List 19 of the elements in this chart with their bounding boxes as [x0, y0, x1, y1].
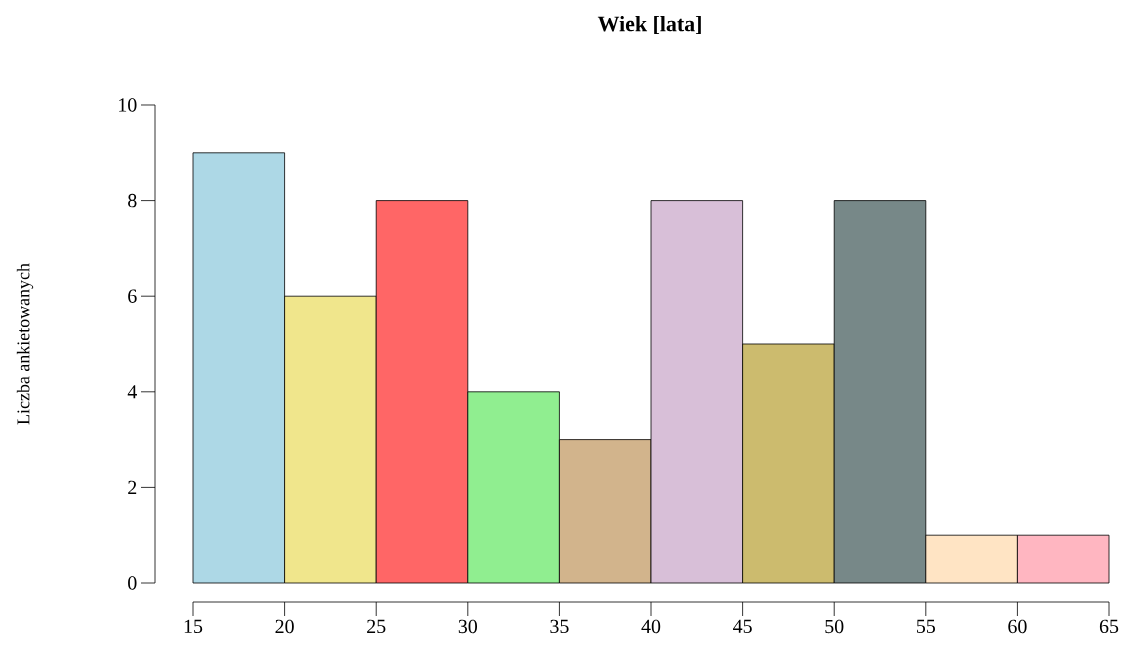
x-tick-label: 50 — [825, 619, 844, 634]
y-tick-label: 2 — [128, 480, 137, 494]
x-tick-label: 45 — [733, 619, 752, 634]
x-tick-label: 15 — [184, 619, 203, 634]
x-tick-label: 25 — [367, 619, 386, 634]
x-tick-label: 55 — [917, 619, 935, 633]
y-tick-label: 6 — [128, 289, 137, 303]
y-tick-label: 0 — [128, 576, 137, 590]
x-tick-label: 65 — [1099, 619, 1119, 634]
chart-title: Wiek [lata] — [597, 15, 701, 35]
y-tick-label: 4 — [127, 385, 137, 399]
x-tick-label: 60 — [1008, 619, 1027, 634]
y-tick-label: 8 — [128, 193, 137, 208]
x-tick-label: 30 — [458, 619, 478, 634]
x-tick-label: 35 — [550, 619, 569, 634]
x-tick-label: 20 — [275, 619, 294, 634]
x-tick-label: 40 — [641, 619, 661, 634]
y-tick-label: 10 — [119, 98, 137, 112]
y-axis-title: Liczba ankietowanych — [16, 263, 34, 425]
